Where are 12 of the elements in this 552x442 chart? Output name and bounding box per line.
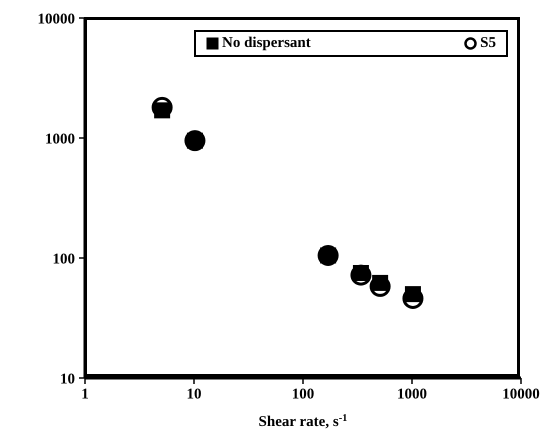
x-tick-label: 100 — [292, 386, 314, 403]
x-tick-label: 10000 — [502, 386, 540, 403]
legend-label: No dispersant — [221, 35, 311, 52]
x-tick-label: 1000 — [397, 386, 427, 403]
y-tick-label: 10000 — [38, 11, 75, 28]
x-tick-label: 10 — [186, 386, 202, 403]
y-tick-label: 1000 — [45, 131, 75, 148]
legend-label: S5 — [479, 35, 496, 52]
x-axis-title: Shear rate, s$^{-1}$ — [258, 412, 348, 430]
y-tick-label: 100 — [52, 251, 75, 268]
y-tick-label: 10 — [60, 371, 75, 388]
x-tick-label: 1 — [81, 386, 89, 403]
